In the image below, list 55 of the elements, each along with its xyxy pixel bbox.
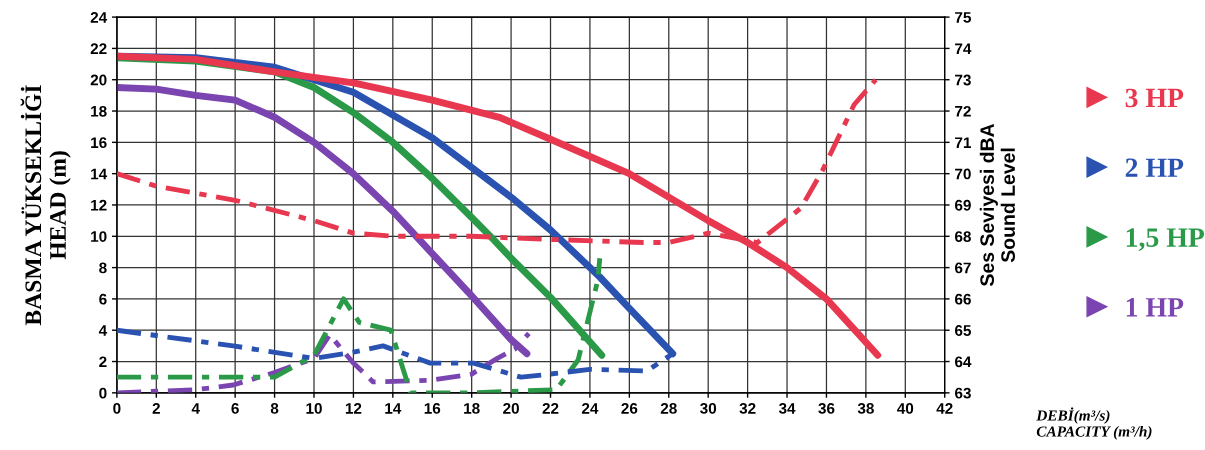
y-tick-label: 16	[91, 137, 107, 149]
x-tick-label: 30	[700, 402, 717, 414]
x-tick-label: 10	[306, 402, 322, 414]
x-tick-label: 38	[857, 402, 874, 414]
y-tick-label: 8	[99, 262, 107, 274]
x-tick-label: 40	[897, 402, 914, 414]
y2-tick-label: 71	[955, 137, 972, 148]
y2-tick-label: 63	[955, 387, 971, 399]
y2-axis-title: Ses Seviyesi dBA Sound Level	[979, 123, 1015, 287]
y2-tick-label: 65	[955, 325, 972, 336]
x-tick-label: 20	[503, 402, 519, 414]
x-axis-title: DEBİ(m³/s) CAPACITY (m³/h)	[1036, 407, 1152, 440]
x-tick-label: 16	[424, 402, 441, 414]
y2-tick-label: 69	[955, 199, 971, 211]
y-tick-label: 24	[90, 11, 108, 23]
y-tick-label: 18	[91, 105, 107, 117]
legend-label: 1 HP	[1126, 298, 1184, 317]
x-tick-label: 42	[936, 402, 953, 414]
y2-tick-label: 68	[955, 231, 971, 242]
y-tick-label: 22	[90, 43, 107, 54]
y-tick-label: 12	[91, 199, 107, 211]
y-tick-label: 2	[99, 356, 107, 368]
x-tick-label: 18	[464, 402, 480, 414]
x-tick-label: 4	[191, 403, 200, 414]
y-tick-label: 14	[91, 168, 108, 180]
x-tick-label: 0	[113, 402, 121, 414]
x-tick-label: 28	[660, 402, 677, 414]
x-tick-label: 8	[270, 402, 279, 414]
y2-tick-label: 70	[955, 168, 971, 180]
y-tick-label: 0	[99, 387, 107, 399]
y2-tick-label: 67	[955, 262, 971, 274]
x-tick-label: 26	[621, 402, 638, 414]
y-axis-title: BASMA YÜKSEKLİĞİ HEAD (m)	[20, 85, 71, 326]
x-tick-label: 6	[231, 402, 239, 414]
x-tick-label: 36	[818, 402, 835, 414]
y-tick-label: 20	[90, 74, 107, 86]
y2-tick-label: 72	[955, 105, 971, 117]
x-tick-label: 24	[581, 402, 599, 414]
y-tick-label: 10	[91, 231, 107, 242]
y-tick-label: 4	[98, 325, 108, 336]
x-tick-label: 14	[385, 403, 402, 414]
legend-label: 1,5 HP	[1126, 228, 1205, 251]
y2-tick-label: 73	[955, 74, 971, 86]
legend-label: 3 HP	[1125, 88, 1184, 108]
y2-tick-label: 66	[955, 293, 971, 305]
x-tick-label: 2	[152, 402, 160, 414]
legend-label: 2 HP	[1125, 158, 1184, 177]
y2-tick-label: 64	[955, 356, 972, 368]
x-tick-label: 12	[345, 402, 362, 414]
y-tick-label: 6	[99, 293, 107, 305]
x-tick-label: 34	[778, 402, 796, 414]
x-tick-label: 22	[542, 402, 559, 414]
y2-tick-label: 75	[955, 12, 972, 23]
y2-tick-label: 74	[955, 43, 972, 54]
x-tick-label: 32	[739, 402, 756, 414]
